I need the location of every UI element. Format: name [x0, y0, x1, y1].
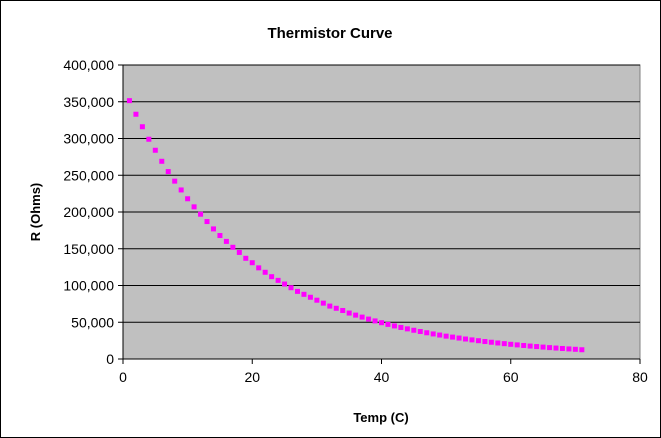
data-point: [159, 158, 165, 164]
y-axis-label: R (Ohms): [28, 183, 43, 242]
data-point: [178, 187, 184, 193]
data-point: [172, 178, 178, 184]
data-point: [391, 323, 397, 329]
data-point: [204, 219, 210, 225]
x-tick-label: 20: [244, 369, 260, 385]
data-point: [333, 305, 339, 311]
y-tick-label: 400,000: [63, 57, 114, 73]
data-point: [521, 342, 527, 348]
data-point: [185, 196, 191, 202]
data-point: [437, 332, 443, 338]
y-tick-label: 250,000: [63, 167, 114, 183]
y-tick-label: 0: [106, 351, 114, 367]
data-point: [359, 314, 365, 320]
data-point: [126, 98, 132, 104]
data-point: [540, 344, 546, 350]
data-point: [508, 341, 514, 347]
data-point: [353, 312, 359, 318]
data-point: [152, 147, 158, 153]
data-point: [475, 338, 481, 344]
x-tick-label: 80: [632, 369, 648, 385]
data-point: [307, 294, 313, 300]
data-point: [327, 303, 333, 309]
data-point: [534, 344, 540, 350]
data-point: [366, 316, 372, 322]
data-point: [372, 318, 378, 324]
data-point: [488, 339, 494, 345]
data-point: [482, 339, 488, 345]
data-point: [572, 346, 578, 352]
data-point: [501, 341, 507, 347]
data-point: [294, 288, 300, 294]
y-tick-label: 50,000: [71, 314, 114, 330]
axes: [118, 64, 641, 364]
data-point: [424, 330, 430, 336]
data-point: [301, 291, 307, 297]
data-point: [566, 346, 572, 352]
y-tick-labels: 0 50,000 100,000 150,000 200,000 250,000 300,0…: [63, 57, 114, 367]
data-point: [495, 340, 501, 346]
data-point: [223, 238, 229, 244]
data-point: [320, 300, 326, 306]
data-point: [275, 277, 281, 283]
data-point: [288, 285, 294, 291]
data-points: [126, 98, 585, 353]
data-point: [133, 111, 139, 117]
chart-title: Thermistor Curve: [267, 25, 392, 42]
data-point: [385, 321, 391, 327]
y-tick-label: 100,000: [63, 278, 114, 294]
data-point: [198, 211, 204, 217]
data-point: [514, 342, 520, 348]
data-point: [346, 310, 352, 316]
y-tick-label: 200,000: [63, 204, 114, 220]
data-point: [217, 233, 223, 239]
data-point: [553, 345, 559, 351]
data-point: [398, 324, 404, 330]
data-point: [527, 343, 533, 349]
x-tick-label: 40: [374, 369, 390, 385]
x-tick-label: 60: [503, 369, 519, 385]
data-point: [430, 331, 436, 337]
data-point: [256, 265, 262, 271]
data-point: [191, 204, 197, 210]
y-tick-label: 150,000: [63, 241, 114, 257]
data-point: [456, 335, 462, 341]
data-point: [262, 269, 268, 275]
data-point: [450, 334, 456, 340]
data-point: [210, 226, 216, 232]
data-point: [243, 255, 249, 261]
data-point: [282, 281, 288, 287]
data-point: [230, 244, 236, 250]
y-tick-label: 350,000: [63, 94, 114, 110]
data-point: [547, 345, 553, 351]
data-point: [340, 307, 346, 313]
x-tick-label: 0: [119, 369, 127, 385]
data-point: [269, 274, 275, 280]
data-point: [463, 336, 469, 342]
x-axis-label: Temp (C): [353, 410, 408, 425]
data-point: [411, 327, 417, 333]
data-point: [146, 136, 152, 142]
y-tick-label: 300,000: [63, 131, 114, 147]
data-point: [417, 329, 423, 335]
data-point: [443, 333, 449, 339]
data-point: [249, 260, 255, 266]
data-point: [236, 249, 242, 255]
data-point: [314, 297, 320, 303]
data-point: [139, 124, 145, 130]
data-point: [379, 320, 384, 326]
data-point: [559, 345, 565, 351]
x-tick-labels: 0 20 40 60 80: [119, 369, 648, 385]
data-point: [579, 347, 585, 353]
data-point: [165, 169, 171, 175]
gridlines: [123, 64, 640, 323]
data-point: [469, 337, 475, 343]
data-point: [404, 326, 410, 332]
